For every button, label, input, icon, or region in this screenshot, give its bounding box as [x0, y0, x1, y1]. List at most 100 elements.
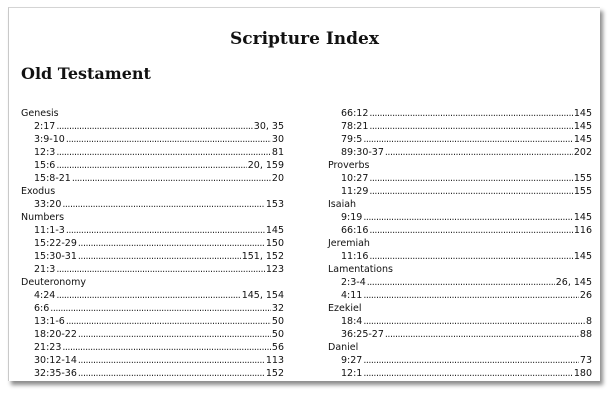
- verse-reference: 12:3: [34, 147, 56, 158]
- dot-leader: [369, 250, 572, 263]
- page-numbers: 50: [271, 329, 284, 340]
- page-numbers: 145: [265, 225, 284, 236]
- dot-leader: [363, 354, 579, 367]
- page-numbers: 152: [265, 368, 284, 379]
- book-heading: Jeremiah: [328, 238, 370, 249]
- verse-reference: 33:20: [34, 199, 62, 210]
- page-numbers: 155: [573, 173, 592, 184]
- index-entry: 30:12-14 113: [21, 354, 284, 367]
- page-numbers: 150: [265, 238, 284, 249]
- verse-reference: 15:30-31: [34, 251, 77, 262]
- dot-leader: [367, 276, 555, 289]
- dot-leader: [363, 133, 573, 146]
- index-entry: 79:5 145: [328, 133, 592, 146]
- verse-reference: 15:22-29: [34, 238, 77, 249]
- index-entry: 12:1 180: [328, 367, 592, 380]
- page-title: Scripture Index: [230, 29, 379, 49]
- page-numbers: 202: [573, 147, 592, 158]
- dot-leader: [369, 224, 572, 237]
- book-heading: Deuteronomy: [21, 277, 86, 288]
- dot-leader: [78, 250, 241, 263]
- dot-leader: [56, 159, 246, 172]
- verse-reference: 13:1-6: [34, 316, 65, 327]
- index-entry: 15:6 20, 159: [21, 159, 284, 172]
- dot-leader: [78, 328, 271, 341]
- dot-leader: [50, 302, 271, 315]
- verse-reference: 2:17: [34, 121, 56, 132]
- verse-reference: 32:35-36: [34, 368, 77, 379]
- book-heading: Ezekiel: [328, 303, 362, 314]
- index-entry: 32:35-36 152: [21, 367, 284, 380]
- verse-reference: 66:12: [341, 108, 369, 119]
- index-entry: 15:8-21 20: [21, 172, 284, 185]
- index-entry: 10:27 155: [328, 172, 592, 185]
- page-numbers: 151, 152: [241, 251, 284, 262]
- verse-reference: 79:5: [341, 134, 363, 145]
- page-numbers: 113: [265, 355, 284, 366]
- page-numbers: 88: [579, 329, 592, 340]
- page-numbers: 30, 35: [253, 121, 284, 132]
- book-heading: Isaiah: [328, 199, 357, 210]
- dot-leader: [62, 198, 264, 211]
- page-numbers: 145: [573, 251, 592, 262]
- verse-reference: 4:24: [34, 290, 56, 301]
- dot-leader: [56, 263, 265, 276]
- index-entry: 78:21 145: [328, 120, 592, 133]
- index-entry: 4:11 26: [328, 289, 592, 302]
- index-page: Scripture Index Old Testament Genesis 2:1…: [8, 7, 600, 381]
- dot-leader: [78, 237, 265, 250]
- verse-reference: 15:8-21: [34, 173, 71, 184]
- index-entry: 21:23 56: [21, 341, 284, 354]
- dot-leader: [363, 367, 573, 380]
- verse-reference: 6:6: [34, 303, 50, 314]
- dot-leader: [369, 172, 572, 185]
- verse-reference: 3:9-10: [34, 134, 65, 145]
- verse-reference: 30:12-14: [34, 355, 77, 366]
- index-column-right: 66:12 145 78:21 145 79:5 145 89:30-37 202 Prover…: [328, 107, 592, 380]
- index-entry: 11:29 155: [328, 185, 592, 198]
- page-numbers: 56: [271, 342, 284, 353]
- index-entry: 2:3-4 26, 145: [328, 276, 592, 289]
- index-entry: 9:19 145: [328, 211, 592, 224]
- page-numbers: 26, 145: [555, 277, 592, 288]
- section-title: Old Testament: [21, 64, 151, 83]
- dot-leader: [78, 367, 265, 380]
- page-numbers: 32: [271, 303, 284, 314]
- dot-leader: [363, 289, 579, 302]
- page-numbers: 73: [579, 355, 592, 366]
- verse-reference: 9:19: [341, 212, 363, 223]
- verse-reference: 18:4: [341, 316, 363, 327]
- book-heading: Exodus: [21, 186, 56, 197]
- index-entry: 3:9-10 30: [21, 133, 284, 146]
- book-heading: Numbers: [21, 212, 65, 223]
- index-entry: 15:22-29 150: [21, 237, 284, 250]
- page-numbers: 116: [573, 225, 592, 236]
- page-numbers: 8: [585, 316, 592, 327]
- dot-leader: [56, 146, 271, 159]
- verse-reference: 11:1-3: [34, 225, 65, 236]
- verse-reference: 89:30-37: [341, 147, 384, 158]
- dot-leader: [72, 172, 271, 185]
- dot-leader: [363, 315, 585, 328]
- index-entry: 9:27 73: [328, 354, 592, 367]
- page-numbers: 50: [271, 316, 284, 327]
- index-entry: 18:20-22 50: [21, 328, 284, 341]
- index-entry: 13:1-6 50: [21, 315, 284, 328]
- page-numbers: 145: [573, 134, 592, 145]
- book-heading: Proverbs: [328, 160, 370, 171]
- dot-leader: [369, 120, 572, 133]
- page-numbers: 155: [573, 186, 592, 197]
- index-entry: 66:12 145: [328, 107, 592, 120]
- page-numbers: 153: [265, 199, 284, 210]
- dot-leader: [66, 315, 271, 328]
- page-numbers: 30: [271, 134, 284, 145]
- dot-leader: [369, 107, 572, 120]
- page-numbers: 145: [573, 212, 592, 223]
- page-numbers: 145: [573, 121, 592, 132]
- page-numbers: 81: [271, 147, 284, 158]
- verse-reference: 12:1: [341, 368, 363, 379]
- dot-leader: [66, 133, 271, 146]
- dot-leader: [56, 289, 240, 302]
- verse-reference: 9:27: [341, 355, 363, 366]
- page-numbers: 145, 154: [241, 290, 284, 301]
